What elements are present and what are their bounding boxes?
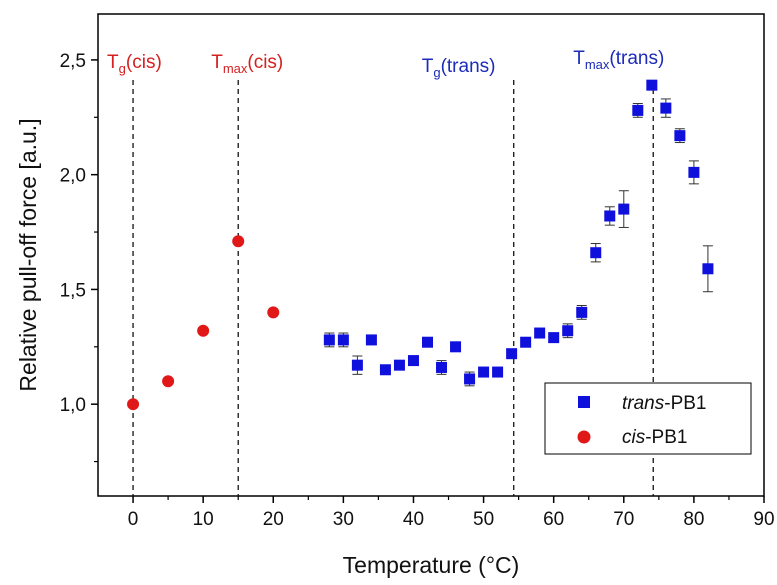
trans-data-point xyxy=(323,334,335,346)
plot-frame xyxy=(97,13,765,497)
trans-data-point xyxy=(379,364,391,376)
trans-data-point xyxy=(351,359,363,371)
x-tick-label: 0 xyxy=(128,509,139,530)
trans-data-point xyxy=(562,325,574,337)
trans-data-point xyxy=(337,334,349,346)
x-tick-label: 20 xyxy=(263,509,284,530)
trans-data-point xyxy=(506,348,518,360)
vline-label-tmax-trans: Tmax(trans) xyxy=(573,48,664,72)
trans-data-point xyxy=(365,334,377,346)
trans-data-point xyxy=(393,359,405,371)
axis-ticks: 0 10 20 30 40 50 60 70 80 90 1,0 1,5 2,0 2,5 xyxy=(60,51,775,530)
vline-label-tmax-cis: Tmax(cis) xyxy=(211,52,283,76)
trans-data-point xyxy=(436,361,448,373)
y-tick-label: 2,0 xyxy=(60,166,86,187)
legend-marker-circle xyxy=(577,430,591,444)
x-tick-label: 50 xyxy=(473,509,494,530)
trans-data-point xyxy=(604,210,616,222)
y-axis-title: Relative pull-off force [a.u.] xyxy=(15,118,41,391)
trans-data-point xyxy=(702,263,714,275)
trans-data-point xyxy=(450,341,462,353)
x-tick-label: 60 xyxy=(543,509,564,530)
trans-data-point xyxy=(520,336,532,348)
x-axis-title: Temperature (°C) xyxy=(343,552,520,578)
trans-data-point xyxy=(492,366,504,378)
trans-data-point xyxy=(421,336,433,348)
legend: trans-PB1 cis-PB1 xyxy=(544,382,752,455)
cis-data-point xyxy=(197,324,210,337)
vline-label-tg-trans: Tg(trans) xyxy=(422,56,496,80)
trans-data-point xyxy=(618,203,630,215)
legend-entry-trans: trans-PB1 xyxy=(622,393,707,414)
trans-data-point xyxy=(548,332,560,344)
error-bars xyxy=(324,82,713,387)
trans-data-point xyxy=(478,366,490,378)
y-tick-label: 2,5 xyxy=(60,51,86,72)
legend-entry-cis: cis-PB1 xyxy=(622,427,687,448)
y-tick-label: 1,5 xyxy=(60,280,86,301)
trans-data-point xyxy=(646,79,658,91)
legend-marker-square xyxy=(578,396,590,408)
vline-label-tg-cis: Tg(cis) xyxy=(107,52,162,76)
trans-data-point xyxy=(674,130,686,142)
x-tick-label: 30 xyxy=(333,509,354,530)
data-points xyxy=(127,79,714,411)
trans-data-point xyxy=(590,247,602,259)
trans-data-point xyxy=(660,102,672,114)
cis-data-point xyxy=(127,398,140,411)
x-tick-label: 80 xyxy=(683,509,704,530)
trans-data-point xyxy=(407,355,419,367)
x-tick-label: 90 xyxy=(753,509,774,530)
trans-data-point xyxy=(464,373,476,385)
cis-data-point xyxy=(232,235,245,248)
x-tick-label: 70 xyxy=(613,509,634,530)
trans-data-point xyxy=(688,166,700,178)
cis-data-point xyxy=(162,375,175,388)
legend-box xyxy=(544,382,752,455)
trans-data-point xyxy=(576,306,588,318)
x-tick-label: 40 xyxy=(403,509,424,530)
x-tick-label: 10 xyxy=(193,509,214,530)
trans-data-point xyxy=(632,104,644,116)
trans-data-point xyxy=(534,327,546,339)
y-tick-label: 1,0 xyxy=(60,395,86,416)
cis-data-point xyxy=(267,306,280,319)
